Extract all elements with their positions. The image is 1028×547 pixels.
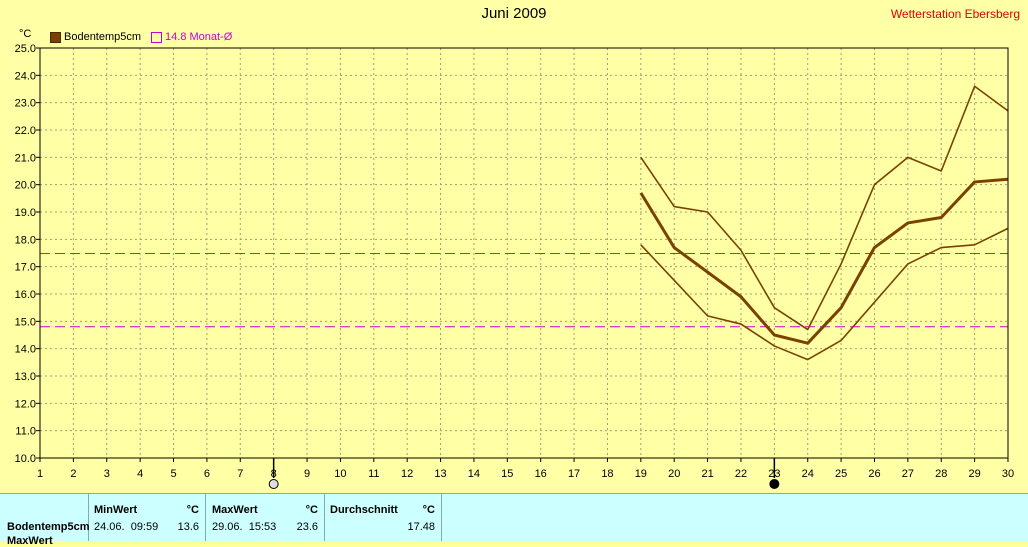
y-tick-label: 16.0 (15, 289, 36, 301)
y-tick-label: 12.0 (15, 398, 36, 410)
y-tick-label: 14.0 (15, 344, 36, 356)
x-tick-label: 20 (668, 468, 680, 480)
x-tick-label: 7 (237, 468, 243, 480)
x-tick-label: 25 (835, 468, 847, 480)
x-tick-label: 6 (204, 468, 210, 480)
x-tick-label: 13 (434, 468, 446, 480)
legend-swatch-main (50, 31, 61, 43)
x-tick-label: 5 (170, 468, 176, 480)
y-tick-label: 20.0 (15, 180, 36, 192)
chart-title: Juni 2009 (481, 5, 547, 22)
y-tick-label: 19.0 (15, 207, 36, 219)
table-col-min: MinWert °C 24.06. 09:59 13.6 (89, 494, 206, 541)
series-line-max (640, 85, 1009, 331)
x-tick-label: 11 (368, 468, 379, 480)
y-tick-label: 23.0 (15, 98, 36, 110)
series-line-min (640, 227, 1009, 361)
average-lines (40, 253, 1008, 328)
header-max-unit: °C (305, 504, 318, 516)
x-tick-label: 14 (468, 468, 480, 480)
x-tick-label: 28 (935, 468, 947, 480)
min-datetime: 24.06. 09:59 (94, 521, 159, 533)
x-tick-label: 17 (568, 468, 580, 480)
y-tick-label: 13.0 (15, 371, 36, 383)
x-tick-label: 2 (70, 468, 76, 480)
table-row2-label: MaxWert (7, 535, 53, 547)
header-avg-unit: °C (422, 504, 435, 516)
header-min: MinWert (94, 504, 138, 516)
x-tick-label: 22 (735, 468, 747, 480)
temperature-chart: 10.0 11.0 12.0 13.0 14.0 15.0 16.0 17.0 18.0 19.0… (15, 43, 1014, 489)
chart-area: 10.0 11.0 12.0 13.0 14.0 15.0 16.0 17.0 18.0 19.0… (0, 0, 1028, 493)
x-tick-label: 10 (334, 468, 346, 480)
max-datetime: 29.06. 15:53 (212, 521, 277, 533)
y-tick-label: 17.0 (15, 262, 36, 274)
x-tick-label: 1 (37, 468, 43, 480)
x-tick-label: 26 (868, 468, 880, 480)
table-col-max: MaxWert °C 29.06. 15:53 23.6 (206, 494, 325, 541)
x-tick-label: 16 (535, 468, 547, 480)
new-moon-icon (769, 479, 780, 489)
series-lines (639, 85, 1009, 361)
min-value: 13.6 (177, 521, 199, 533)
y-tick-label: 25.0 (15, 43, 36, 55)
x-tick-label: 29 (968, 468, 980, 480)
y-axis-unit: °C (19, 28, 32, 40)
legend-swatch-month-avg (151, 31, 163, 43)
avg-value: 17.48 (407, 521, 435, 533)
x-tick-label: 4 (137, 468, 143, 480)
y-tick-label: 10.0 (15, 453, 36, 465)
x-tick-label: 15 (501, 468, 513, 480)
plot-frame (39, 47, 1009, 459)
x-tick-label: 30 (1002, 468, 1014, 480)
grid (40, 48, 1008, 458)
x-tick-label: 9 (304, 468, 310, 480)
station-name: Wetterstation Ebersberg (890, 7, 1020, 21)
y-tick-label: 11.0 (15, 426, 36, 438)
x-tick-label: 12 (401, 468, 413, 480)
x-tick-label: 19 (635, 468, 647, 480)
legend-label-main: Bodentemp5cm (64, 31, 142, 43)
y-tick-label: 15.0 (15, 316, 36, 328)
series-line-mean (639, 177, 1009, 345)
table-row-label: Bodentemp5cm (7, 521, 90, 533)
legend: Bodentemp5cm 14.8 Monat-Ø (50, 31, 232, 43)
header-min-unit: °C (186, 504, 199, 516)
y-tick-label: 24.0 (15, 70, 36, 82)
x-tick-label: 24 (802, 468, 814, 480)
table-col-label: Bodentemp5cm MaxWert (0, 494, 90, 547)
x-tick-label: 3 (104, 468, 110, 480)
header-avg: Durchschnitt (330, 504, 398, 516)
y-tick-label: 22.0 (15, 125, 36, 137)
axes: 10.0 11.0 12.0 13.0 14.0 15.0 16.0 17.0 18.0 19.0… (15, 43, 1014, 489)
table-col-avg: Durchschnitt °C 17.48 (325, 494, 442, 541)
full-moon-icon (268, 479, 279, 489)
x-tick-label: 18 (601, 468, 613, 480)
y-tick-label: 18.0 (15, 234, 36, 246)
x-tick-label: 27 (902, 468, 914, 480)
y-tick-label: 21.0 (15, 152, 36, 164)
legend-label-month-avg: 14.8 Monat-Ø (165, 31, 233, 43)
max-value: 23.6 (296, 521, 318, 533)
stats-table: Bodentemp5cm MaxWert MinWert °C 24.06. 0… (0, 493, 1028, 547)
x-tick-label: 21 (701, 468, 713, 480)
header-max: MaxWert (212, 504, 258, 516)
